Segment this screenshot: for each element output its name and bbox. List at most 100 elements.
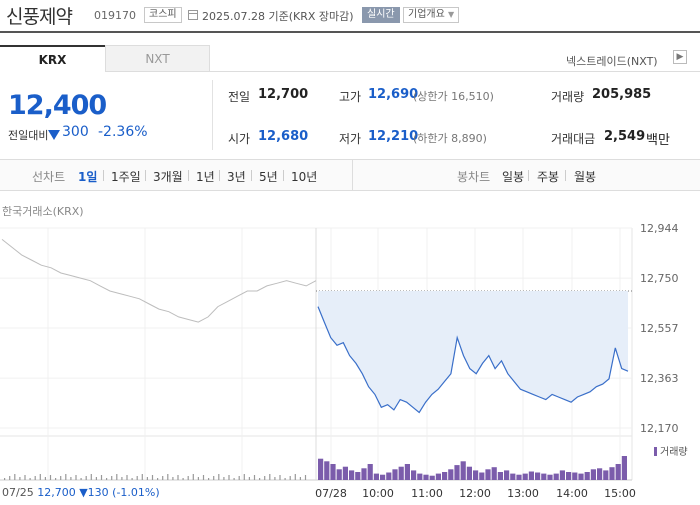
prev-volume-bar xyxy=(243,474,245,480)
candle-daily[interactable]: 일봉 xyxy=(502,170,525,184)
y-tick-label: 12,363 xyxy=(640,372,679,385)
x-tick-label: 15:00 xyxy=(604,487,636,500)
change-rate: -2.36% xyxy=(98,124,148,140)
x-tick-label: 10:00 xyxy=(362,487,394,500)
prev-volume-bar xyxy=(259,478,261,480)
period-divider xyxy=(352,159,353,191)
volume-bar xyxy=(336,469,342,480)
prev-close-info: 12,700 xyxy=(37,486,76,499)
prev-volume-bar xyxy=(85,476,87,480)
low-label: 저가 xyxy=(339,132,362,146)
volume-bar xyxy=(491,467,497,480)
stock-header: 신풍제약 019170 코스피 2025.07.28 기준(KRX 장마감) 실… xyxy=(0,0,700,33)
prev-volume-bar xyxy=(253,475,256,480)
period-3y[interactable]: 3년 xyxy=(227,170,246,184)
volume-bar xyxy=(473,470,479,480)
y-tick-label: 12,750 xyxy=(640,272,679,285)
prev-volume-bar xyxy=(202,475,205,480)
prev-volume-bar xyxy=(75,475,77,480)
volume-bar xyxy=(479,472,485,480)
volume-bar xyxy=(398,466,404,480)
candle-weekly[interactable]: 주봉 xyxy=(537,170,560,184)
prev-volume-bar xyxy=(34,476,36,480)
amount-unit: 백만 xyxy=(646,133,670,148)
today-area xyxy=(317,291,629,414)
prev-volume-bar xyxy=(289,476,291,480)
volume-bar xyxy=(380,474,386,480)
prev-volume-bar xyxy=(248,477,250,480)
volume-bar xyxy=(510,473,516,480)
realtime-button[interactable]: 실시간 xyxy=(362,7,400,23)
change-label: 전일대비 xyxy=(8,129,49,142)
volume-bar xyxy=(597,468,603,480)
prev-volume-bar xyxy=(49,475,52,480)
x-tick-label: 07/28 xyxy=(315,487,347,500)
today-fill xyxy=(318,291,628,413)
volume-bar xyxy=(448,469,454,480)
prev-volume-bar xyxy=(24,475,26,480)
prev-volume-bar xyxy=(60,476,62,480)
period-1y[interactable]: 1년 xyxy=(196,170,215,184)
prev-volume-bar xyxy=(126,475,128,480)
period-sep xyxy=(283,170,284,181)
x-axis: 07/28 10:00 11:00 12:00 13:00 14:00 15:00 xyxy=(315,487,636,500)
prev-date: 07/25 xyxy=(2,486,34,499)
period-5y[interactable]: 5년 xyxy=(259,170,278,184)
prev-volume-bar xyxy=(233,478,235,480)
volume-bars xyxy=(4,456,627,480)
volume-bar xyxy=(566,472,572,480)
prev-volume-bar xyxy=(279,475,281,480)
company-overview-button[interactable]: 기업개요 ▼ xyxy=(403,7,460,23)
volume-bar xyxy=(435,473,441,480)
period-1w[interactable]: 1주일 xyxy=(111,170,141,184)
high-label: 고가 xyxy=(339,90,362,104)
prev-volume-bar xyxy=(141,474,143,480)
nextrade-link[interactable]: 넥스트레이드(NXT) xyxy=(566,55,658,68)
prev-close-label: 전일 xyxy=(228,90,251,104)
candle-chart-label: 봉차트 xyxy=(457,170,491,184)
volume-bar xyxy=(522,473,528,480)
line-chart-label: 선차트 xyxy=(32,170,66,184)
volume-bar xyxy=(466,466,472,480)
period-10y[interactable]: 10년 xyxy=(291,170,318,184)
volume-bar xyxy=(367,464,373,480)
prev-volume-bar xyxy=(187,476,189,480)
period-1d[interactable]: 1일 xyxy=(78,170,98,184)
y-axis: 12,944 12,750 12,557 12,363 12,170 xyxy=(640,222,679,435)
prev-volume-bar xyxy=(121,477,123,480)
volume-bar xyxy=(584,472,590,480)
volume-bar xyxy=(361,468,367,480)
volume-bar xyxy=(324,461,330,480)
volume-bar xyxy=(404,464,410,480)
volume-bar xyxy=(342,466,348,480)
x-tick-label: 13:00 xyxy=(507,487,539,500)
volume-bar xyxy=(386,472,392,480)
period-sep xyxy=(188,170,189,181)
y-tick-label: 12,944 xyxy=(640,222,679,235)
change-value: 300 xyxy=(62,124,89,140)
prev-volume-bar xyxy=(197,477,199,480)
prev-close-value: 12,700 xyxy=(258,87,309,102)
volume-bar xyxy=(429,475,435,480)
tab-krx[interactable]: KRX xyxy=(0,45,105,72)
prev-volume-bar xyxy=(65,474,67,480)
prev-day-info: 07/25 12,700 ▼130 (-1.01%) xyxy=(2,486,160,499)
prev-volume-bar xyxy=(238,476,240,480)
tab-nxt[interactable]: NXT xyxy=(105,45,210,72)
prev-volume-bar xyxy=(70,477,72,480)
period-sep xyxy=(528,170,529,181)
amount-label: 거래대금 xyxy=(551,132,596,146)
prev-volume-bar xyxy=(294,474,296,480)
candle-monthly[interactable]: 월봉 xyxy=(574,170,597,184)
chevron-right-icon[interactable]: ▶ xyxy=(673,50,687,64)
prev-volume-bar xyxy=(90,474,92,480)
prev-volume-bar xyxy=(162,476,164,480)
prev-volume-bar xyxy=(116,474,118,480)
volume-bar xyxy=(559,470,565,480)
volume-bar xyxy=(392,469,398,480)
period-3m[interactable]: 3개월 xyxy=(153,170,183,184)
prev-volume-bar xyxy=(264,476,266,480)
prev-day-line xyxy=(1,239,317,323)
x-tick-label: 14:00 xyxy=(556,487,588,500)
